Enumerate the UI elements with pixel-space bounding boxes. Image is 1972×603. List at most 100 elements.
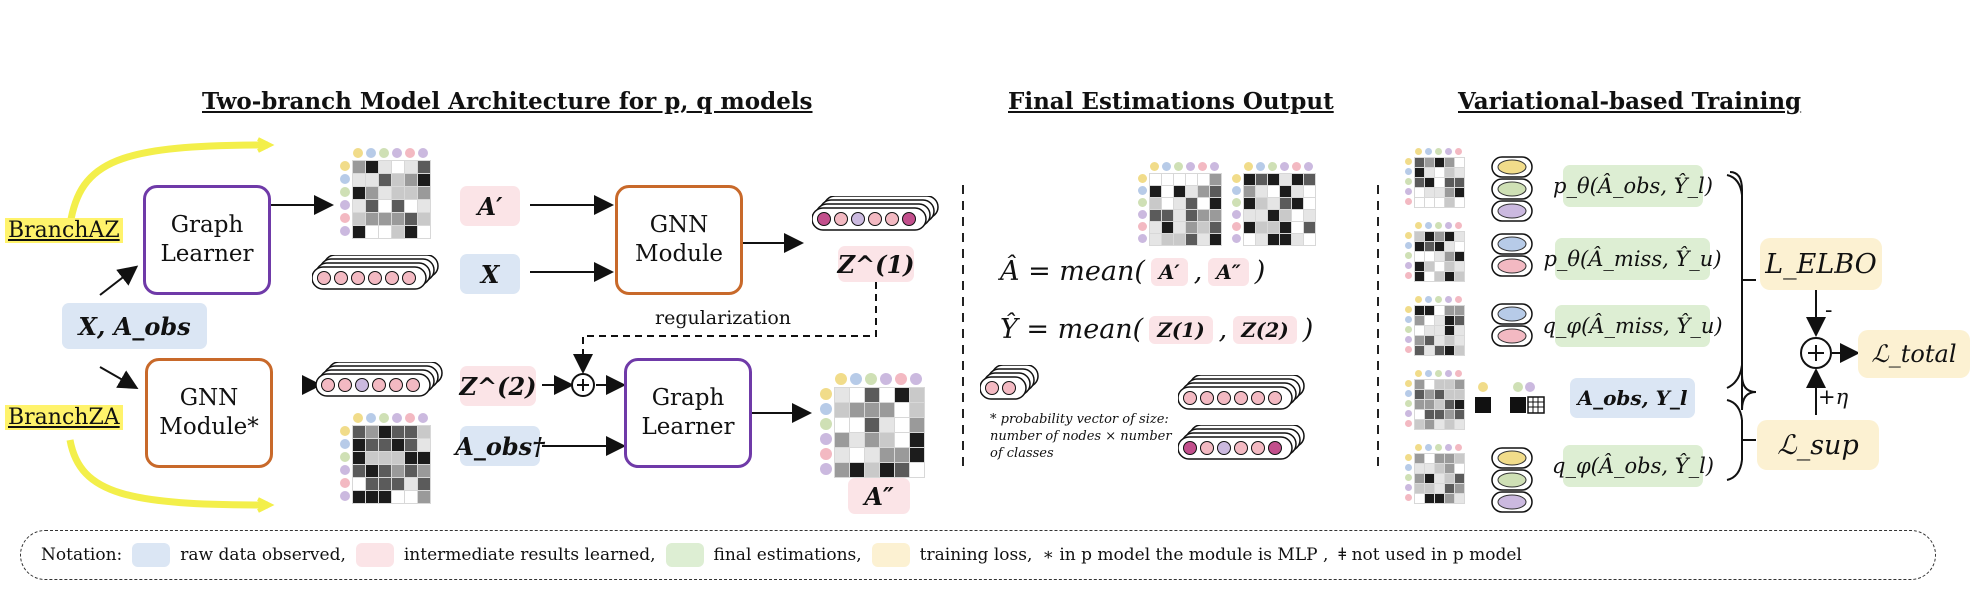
matrix-cell: [365, 199, 379, 213]
matrix-cell: [1161, 209, 1174, 222]
matrix-cell: [1444, 271, 1455, 282]
matrix-cell: [1279, 197, 1292, 210]
matrix-cell: [1444, 493, 1455, 504]
a-hat-comma: ,: [1193, 256, 1203, 287]
y-hat-comma: ,: [1218, 314, 1228, 345]
matrix-cell: [1414, 271, 1425, 282]
matrix-cell: [1424, 271, 1435, 282]
matrix-dot: [1232, 186, 1241, 195]
matrix-cell: [1424, 231, 1435, 242]
matrix-cell: [834, 387, 850, 403]
matrix-cell: [1434, 305, 1445, 316]
matrix-cell: [352, 186, 366, 200]
matrix-cell: [404, 451, 418, 465]
matrix-cell: [1291, 209, 1304, 222]
class-capsule-3: [1490, 302, 1534, 374]
matrix-dot: [1232, 210, 1241, 219]
input-x-aobs-text: X, A_obs: [78, 311, 191, 341]
matrix-cell: [1454, 345, 1465, 356]
matrix-cell: [1149, 209, 1162, 222]
matrix-dot: [1138, 198, 1147, 207]
matrix-cell: [1414, 177, 1425, 188]
matrix-cell: [1454, 335, 1465, 346]
matrix-cell: [391, 225, 405, 239]
stack-node: [338, 378, 352, 392]
matrix-cell: [1243, 233, 1256, 246]
matrix-cell: [909, 447, 925, 463]
matrix-dot: [1405, 494, 1412, 501]
matrix-cell: [1434, 315, 1445, 326]
matrix-cell: [1434, 463, 1445, 474]
graph-learner-bottom: Graph Learner: [624, 358, 752, 468]
matrix-dot: [379, 148, 389, 158]
matrix-cell: [1173, 185, 1186, 198]
class-capsule-1: [1490, 155, 1534, 227]
matrix-cell: [1209, 197, 1222, 210]
matrix-dot: [1210, 162, 1219, 171]
matrix-cell: [1414, 261, 1425, 272]
matrix-cell: [1434, 251, 1445, 262]
embedding-stack-x: [311, 254, 446, 301]
stack-node: [406, 378, 420, 392]
matrix-cell: [352, 212, 366, 226]
matrix-cell: [1434, 187, 1445, 198]
matrix-dot: [340, 478, 350, 488]
matrix-cell: [1267, 197, 1280, 210]
matrix-dot: [1268, 162, 1277, 171]
stack-node: [1002, 381, 1016, 395]
matrix-cell: [417, 212, 431, 226]
matrix-dot: [392, 413, 402, 423]
stack-graphic: [1177, 424, 1305, 460]
matrix-cell: [1303, 209, 1316, 222]
matrix-dot: [1244, 162, 1253, 171]
matrix-cell: [1444, 409, 1455, 420]
matrix-cell: [1444, 399, 1455, 410]
matrix-cell: [404, 490, 418, 504]
matrix-cell: [1173, 221, 1186, 234]
gnn-module-bottom: GNN Module*: [145, 358, 273, 468]
stack-node: [355, 378, 369, 392]
capsule-graphic: [1491, 447, 1533, 513]
matrix-dot: [1435, 370, 1442, 377]
matrix-cell: [1454, 483, 1465, 494]
matrix-dot: [1455, 444, 1462, 451]
term-p-obs: p_θ(Â_obs, Ŷ_l): [1553, 165, 1713, 207]
matrix-cell: [1414, 305, 1425, 316]
matrix-cell: [1209, 209, 1222, 222]
matrix-cell: [1444, 453, 1455, 464]
matrix-cell: [365, 425, 379, 439]
matrix-cell: [1424, 379, 1435, 390]
matrix-cell: [834, 447, 850, 463]
matrix-cell: [1444, 419, 1455, 430]
legend-raw-swatch: [132, 543, 171, 567]
matrix-dot: [1415, 148, 1422, 155]
matrix-dot: [340, 200, 350, 210]
matrix-cell: [1424, 389, 1435, 400]
branch-az-label: BranchAZ: [5, 218, 123, 243]
matrix-dot: [910, 373, 922, 385]
legend-mlp-note: ∗ in p model the module is MLP ,: [1042, 545, 1329, 565]
capsule-node: [1497, 258, 1527, 274]
matrix-dot: [340, 174, 350, 184]
matrix-cell: [378, 225, 392, 239]
matrix-cell: [1444, 325, 1455, 336]
matrix-cell: [1291, 185, 1304, 198]
matrix-cell: [1197, 233, 1210, 246]
matrix-dot: [1445, 370, 1452, 377]
matrix-cell: [1424, 483, 1435, 494]
matrix-cell: [1414, 231, 1425, 242]
matrix-cell: [1303, 233, 1316, 246]
matrix-dot: [353, 413, 363, 423]
matrix-cell: [1444, 463, 1455, 474]
matrix-cell: [1444, 335, 1455, 346]
matrix-dot: [1405, 336, 1412, 343]
formula-a-hat: Â = mean( A′ , A″ ): [1000, 256, 1265, 287]
matrix-cell: [894, 432, 910, 448]
matrix-cell: [1414, 315, 1425, 326]
matrix-cell: [1454, 409, 1465, 420]
matrix-cell: [864, 387, 880, 403]
matrix-cell: [1424, 453, 1435, 464]
matrix-dot: [1405, 474, 1412, 481]
matrix-cell: [1454, 453, 1465, 464]
matrix-cell: [909, 402, 925, 418]
